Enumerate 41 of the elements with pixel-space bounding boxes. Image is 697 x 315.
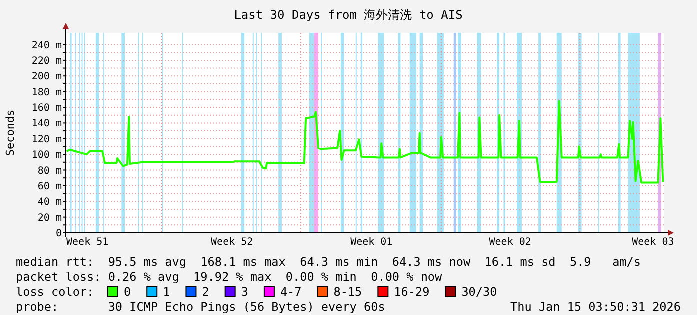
text: packet loss: 0.26 % avg 19.92 % max 0.00 % min 0.00 % now: [16, 270, 444, 284]
text: median rtt: 95.5 ms avg 168.1 ms max 64.3 ms min 64.3 ms now 16.1 ms sd 5.9 am/s: [16, 255, 642, 269]
y-tick-label: 180 m: [32, 87, 62, 98]
y-tick-label: 40 m: [38, 197, 62, 208]
y-tick-label: 20 m: [38, 212, 62, 224]
legend-item: 2: [186, 285, 210, 299]
y-tick-label: 0: [56, 228, 62, 240]
y-tick-label: 60 m: [38, 181, 62, 192]
legend-label: 0: [124, 285, 132, 299]
text: Thu Jan 15 03:50:31 2026: [510, 300, 681, 314]
legend-item: 0: [108, 285, 132, 299]
legend-title: loss color:: [16, 285, 94, 299]
y-tick-label: 140 m: [32, 118, 62, 130]
legend-item: 4-7: [264, 285, 302, 299]
y-tick-label: 240 m: [32, 40, 62, 52]
chart-title: Last 30 Days from 海外清洗 to AIS: [234, 8, 463, 22]
legend-item: 30/30: [445, 285, 498, 299]
x-tick-label: Week 52: [211, 237, 254, 248]
y-tick-label: 200 m: [32, 72, 62, 83]
legend-item: 8-15: [317, 285, 362, 299]
legend-label: 16-29: [394, 285, 430, 299]
legend-item: 16-29: [378, 285, 430, 299]
y-tick-label: 100 m: [32, 150, 62, 162]
x-tick-label: Week 51: [66, 237, 109, 248]
legend-item: 1: [146, 285, 170, 299]
legend-item: 3: [224, 285, 248, 299]
y-tick-label: 160 m: [32, 103, 62, 114]
text: probe: 30 ICMP Echo Pings (56 Bytes) every 60s: [16, 300, 386, 314]
y-axis-title: Seconds: [4, 110, 17, 156]
legend-label: 3: [241, 285, 248, 299]
x-tick-label: Week 03: [632, 237, 674, 248]
x-tick-label: Week 02: [489, 237, 532, 248]
legend-label: 8-15: [334, 285, 362, 299]
legend-label: 4-7: [280, 285, 302, 299]
y-tick-label: 120 m: [32, 134, 62, 146]
legend-label: 30/30: [462, 285, 498, 299]
legend-label: 2: [202, 285, 210, 299]
legend-label: 1: [163, 285, 170, 299]
x-tick-label: Week 01: [350, 237, 393, 248]
y-tick-label: 220 m: [32, 56, 62, 67]
y-tick-label: 80 m: [38, 166, 62, 177]
